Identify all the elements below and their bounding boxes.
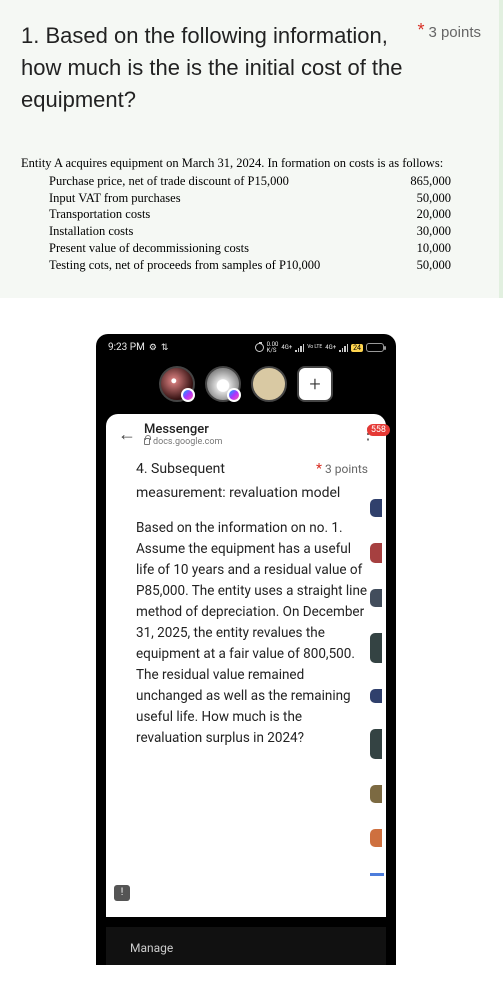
status-bar: 9:23 PM ⚙ ⇅ 0.00 K/S 4G+ Vo LTE 4G+ 24 xyxy=(104,340,388,360)
back-arrow-icon[interactable]: ← xyxy=(118,424,136,445)
table-row: Installation costs 30,000 xyxy=(21,223,481,240)
table-row: Input VAT from purchases 50,000 xyxy=(21,190,481,207)
cost-label: Present value of decommissioning costs xyxy=(21,240,249,257)
app-chip[interactable] xyxy=(370,829,382,847)
plus-icon: + xyxy=(309,372,320,396)
signal-4g-b: 4G+ xyxy=(325,344,336,351)
story-row: + xyxy=(104,360,388,410)
status-time: 9:23 PM xyxy=(108,342,145,353)
app-chip[interactable] xyxy=(370,689,382,703)
story-avatar[interactable] xyxy=(205,366,241,402)
question-1-points: 3 points xyxy=(428,24,481,41)
cost-value: 30,000 xyxy=(417,223,481,240)
cost-label: Transportation costs xyxy=(21,206,150,223)
question-4-points: 3 points xyxy=(325,462,368,476)
app-chip[interactable] xyxy=(370,873,384,876)
signal-bars-icon xyxy=(339,344,348,352)
app-chip[interactable] xyxy=(370,589,382,607)
question-1-title: 1. Based on the following information, h… xyxy=(21,20,403,116)
phone-frame: 9:23 PM ⚙ ⇅ 0.00 K/S 4G+ Vo LTE 4G+ 24 xyxy=(96,334,396,965)
cost-label: Testing cots, net of proceeds from sampl… xyxy=(21,257,320,274)
cost-label: Input VAT from purchases xyxy=(21,190,181,207)
cost-value: 50,000 xyxy=(417,257,481,274)
gear-icon: ⚙ xyxy=(149,343,157,353)
lock-icon xyxy=(144,438,150,445)
alarm-icon xyxy=(255,343,264,352)
manage-label: Manage xyxy=(130,941,173,955)
table-row: Present value of decommissioning costs 1… xyxy=(21,240,481,257)
cost-value: 20,000 xyxy=(417,206,481,223)
table-row: Testing cots, net of proceeds from sampl… xyxy=(21,257,481,274)
question-4-card: 4. Subsequent * 3 points measurement: re… xyxy=(118,447,376,917)
signal-volte: Vo LTE xyxy=(307,345,322,350)
signal-4g-a: 4G+ xyxy=(281,344,292,351)
app-chip[interactable] xyxy=(370,785,382,803)
q1-intro-text: Entity A acquires equipment on March 31,… xyxy=(21,156,481,171)
add-story-button[interactable]: + xyxy=(297,366,333,402)
tab-title: Messenger xyxy=(144,422,352,437)
cost-label: Purchase price, net of trade discount of… xyxy=(21,173,289,190)
cost-table: Purchase price, net of trade discount of… xyxy=(21,173,481,274)
tab-url: docs.google.com xyxy=(153,437,222,447)
battery-icon xyxy=(366,343,384,352)
cost-value: 865,000 xyxy=(410,173,481,190)
notification-badge: 558 xyxy=(367,424,390,436)
cost-label: Installation costs xyxy=(21,223,133,240)
cost-value: 10,000 xyxy=(417,240,481,257)
battery-pct: 24 xyxy=(351,344,363,352)
required-star: * xyxy=(316,461,322,477)
app-chip[interactable] xyxy=(370,499,382,517)
question-1-card: 1. Based on the following information, h… xyxy=(0,0,503,298)
updown-icon: ⇅ xyxy=(161,343,169,353)
question-4-body: Based on the information on no. 1. Assum… xyxy=(136,518,368,748)
cost-value: 50,000 xyxy=(417,190,481,207)
browser-tab: ← Messenger docs.google.com ⋮ 558 4. Sub… xyxy=(106,414,386,917)
manage-bar[interactable]: Manage xyxy=(106,927,386,965)
story-avatar[interactable] xyxy=(159,366,195,402)
story-avatar[interactable] xyxy=(251,366,287,402)
table-row: Purchase price, net of trade discount of… xyxy=(21,173,481,190)
question-4-title-line2: measurement: revaluation model xyxy=(136,483,368,505)
app-chip[interactable] xyxy=(370,729,382,759)
signal-bars-icon xyxy=(295,344,304,352)
messenger-icon xyxy=(227,388,241,402)
required-star: * xyxy=(417,20,424,41)
app-chip[interactable] xyxy=(370,633,382,663)
messenger-icon xyxy=(181,388,195,402)
app-chip[interactable] xyxy=(370,543,382,563)
recent-apps-rail xyxy=(370,499,384,876)
alert-icon[interactable]: ! xyxy=(114,885,130,901)
question-4-title-line1: 4. Subsequent xyxy=(136,459,225,481)
net-unit: K/S xyxy=(267,348,279,354)
table-row: Transportation costs 20,000 xyxy=(21,206,481,223)
